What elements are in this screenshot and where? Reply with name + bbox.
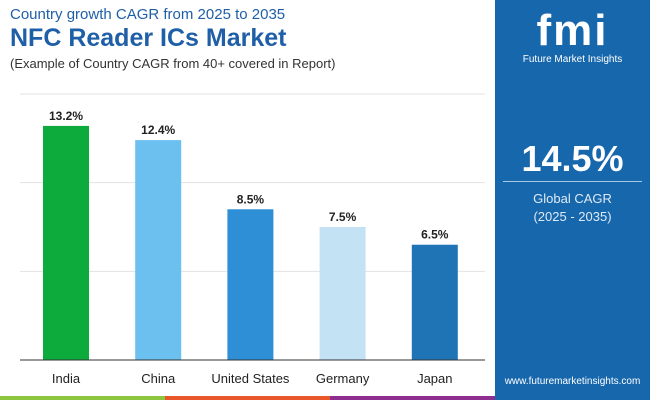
x-tick-label: India xyxy=(52,371,81,386)
divider xyxy=(503,181,642,182)
chart-note: (Example of Country CAGR from 40+ covere… xyxy=(10,56,336,71)
global-cagr-value: 14.5% xyxy=(521,138,624,179)
footer-stripe-purple xyxy=(330,396,495,400)
data-label: 12.4% xyxy=(141,123,175,137)
x-tick-label: Japan xyxy=(417,371,452,386)
data-label: 8.5% xyxy=(237,192,265,206)
global-period: (2025 - 2035) xyxy=(533,209,612,224)
bar-germany xyxy=(319,227,366,360)
x-tick-label: China xyxy=(141,371,176,386)
bar-japan xyxy=(411,244,458,360)
fmi-logo: fmi Future Market Insights xyxy=(495,6,650,66)
data-label: 6.5% xyxy=(421,228,449,242)
footer-stripe-green xyxy=(0,396,165,400)
bar-india xyxy=(43,125,89,360)
footer-stripe-orange xyxy=(165,396,330,400)
bar-united-states xyxy=(227,209,274,360)
global-label: Global CAGR xyxy=(533,191,612,206)
brand-name: Future Market Insights xyxy=(522,54,623,65)
bar-chart: 13.2% India 12.4% China 8.5% United States 7.5… xyxy=(20,93,485,386)
x-tick-label: Germany xyxy=(316,371,370,386)
logo-text: fmi xyxy=(536,6,609,55)
data-label: 7.5% xyxy=(329,210,357,224)
summary-panel: fmi Future Market Insights 14.5% Global … xyxy=(495,0,650,400)
data-label: 13.2% xyxy=(49,109,83,123)
bar-china xyxy=(135,140,182,360)
website-link[interactable]: www.futuremarketinsights.com xyxy=(504,376,641,387)
chart-subtitle: Country growth CAGR from 2025 to 2035 xyxy=(10,6,286,23)
global-cagr-label: Global CAGR (2025 - 2035) xyxy=(495,190,650,226)
chart-title: NFC Reader ICs Market xyxy=(10,24,287,52)
x-tick-label: United States xyxy=(211,371,290,386)
